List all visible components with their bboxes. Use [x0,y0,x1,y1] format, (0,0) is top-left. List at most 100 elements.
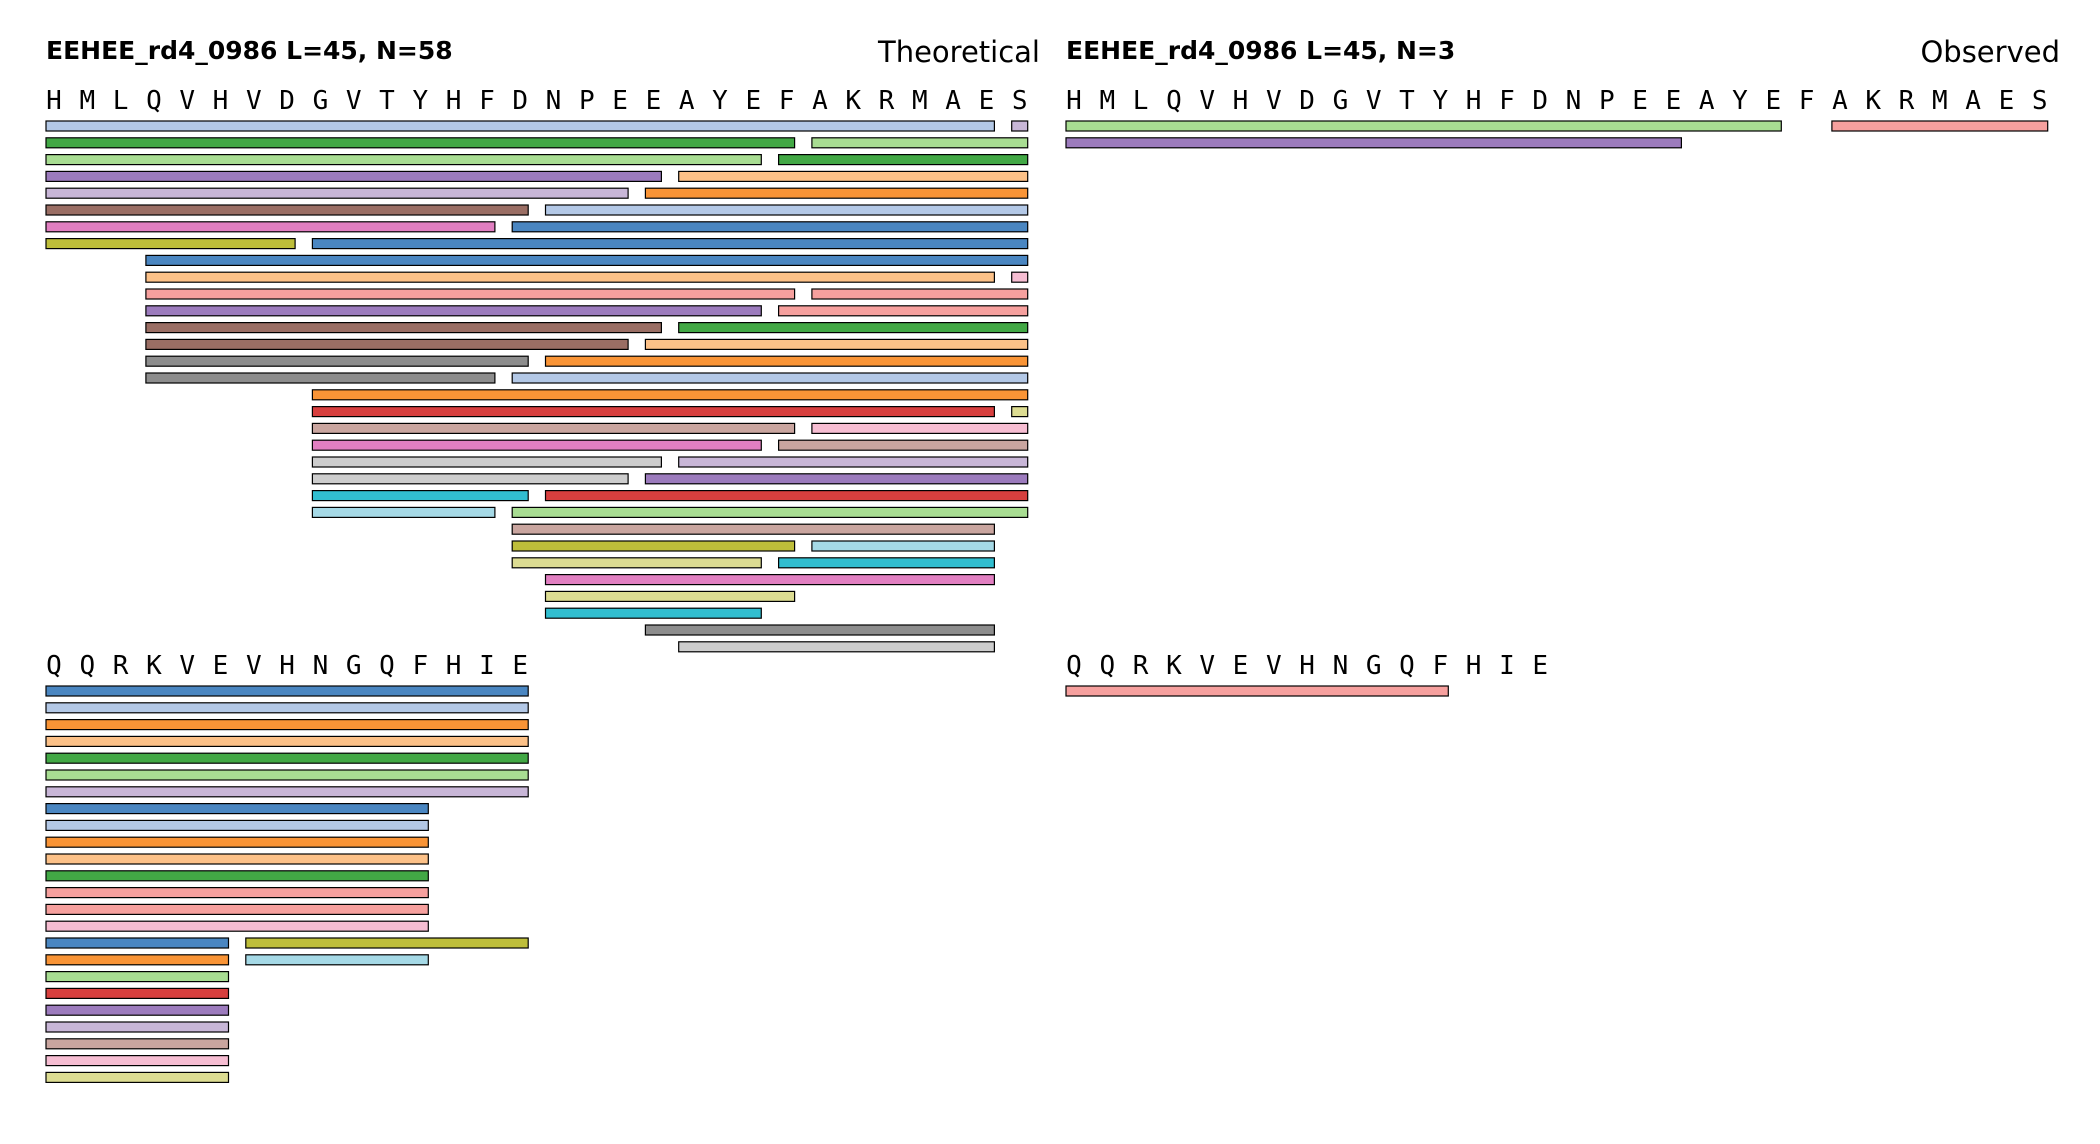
residue-label: E [1666,86,1682,116]
residue-label: V [1266,651,1282,681]
residue-label: V [1266,86,1282,116]
peptide-bar [811,422,1029,434]
peptide-bar [45,238,296,250]
peptide-bar [811,137,1029,149]
peptide-bar [45,1021,230,1033]
theoretical-panel: H M L Q V H V D G V T Y H F D N P E E A Y E F A K R M A E SQ Q R K V E V H N G… [45,86,1029,1084]
peptide-bar [311,238,1029,250]
peptide-bar [45,954,230,966]
peptide-bar [678,170,1029,182]
peptide-bar [511,221,1029,233]
peptide-bar [678,456,1029,468]
residue-label: D [1532,86,1548,116]
residue-label: G [346,651,362,681]
peptide-bar [245,937,529,949]
peptide-bar [45,154,762,166]
residue-label: L [1133,86,1149,116]
residue-label: Q [379,651,395,681]
peptide-bar [544,590,796,603]
peptide-bar [1065,137,1683,149]
peptide-bar [644,473,1029,485]
peptide-bar [145,322,662,334]
peptide-bar [1831,120,2049,132]
residue-label: G [313,86,329,116]
residue-label: H [213,86,229,116]
peptide-bar [45,204,529,216]
peptide-bar [45,937,230,949]
peptide-bar [45,769,529,781]
peptide-bar [1065,120,1782,132]
residue-label: E [1999,86,2015,116]
residue-label: Q [46,651,62,681]
residue-label: G [1366,651,1382,681]
peptide-bar [45,819,429,832]
residue-label: M [79,86,95,116]
peptide-bar [45,170,663,182]
peptide-bar [511,540,796,552]
peptide-bar [245,954,429,966]
peptide-bar [644,338,1029,350]
residue-label: A [945,86,961,116]
residue-label: H [1233,86,1249,116]
residue-label: V [1366,86,1382,116]
residue-label: Y [712,86,728,116]
residue-label: I [479,651,495,681]
residue-label: E [1765,86,1781,116]
peptide-bar [544,204,1029,216]
residue-label: M [1099,86,1115,116]
peptide-bar [311,406,995,418]
residue-label: F [479,86,495,116]
residue-label: E [213,651,229,681]
residue-label: V [246,651,262,681]
peptide-bar [45,120,996,132]
peptide-bar [511,557,762,569]
residue-label: F [1432,651,1448,681]
residue-label: N [313,651,329,681]
residue-label: F [779,86,795,116]
residue-label: Q [79,651,95,681]
peptide-bar [45,1038,230,1050]
peptide-bar [311,473,629,485]
residue-label: K [1865,86,1881,116]
residue-label: N [1566,86,1582,116]
residue-label: E [612,86,628,116]
residue-label: L [113,86,129,116]
peptide-bar [1011,120,1029,132]
residue-label: M [1932,86,1948,116]
residue-label: E [1632,86,1648,116]
residue-label: E [1532,651,1548,681]
peptide-bar [45,903,429,916]
residue-label: D [512,86,528,116]
residue-label: V [179,651,195,681]
residue-label: A [1832,86,1848,116]
residue-label: A [1965,86,1981,116]
residue-label: E [979,86,995,116]
residue-label: Y [412,86,428,116]
residue-label: M [912,86,928,116]
peptide-bar [544,607,762,619]
peptide-bar [311,439,762,451]
residue-label: Q [1399,651,1415,681]
peptide-bar [45,1054,230,1067]
residue-label: H [1299,651,1315,681]
peptide-bar [777,154,1029,166]
peptide-bar [145,338,629,350]
residue-label: H [1466,651,1482,681]
residue-label: H [446,651,462,681]
residue-label: R [1899,86,1915,116]
peptide-bar [1011,271,1029,283]
residue-label: P [579,86,595,116]
residue-label: K [845,86,861,116]
theoretical-title: EEHEE_rd4_0986 L=45, N=58 [46,36,453,65]
peptide-bar [678,641,996,653]
residue-label: Y [1732,86,1748,116]
residue-label: H [446,86,462,116]
residue-label: K [1166,651,1182,681]
residue-label: S [1012,86,1028,116]
residue-label: S [2032,86,2048,116]
theoretical-label: Theoretical [877,35,1040,69]
residue-label: N [1333,651,1349,681]
peptide-bar [644,187,1029,199]
residue-label: F [412,651,428,681]
